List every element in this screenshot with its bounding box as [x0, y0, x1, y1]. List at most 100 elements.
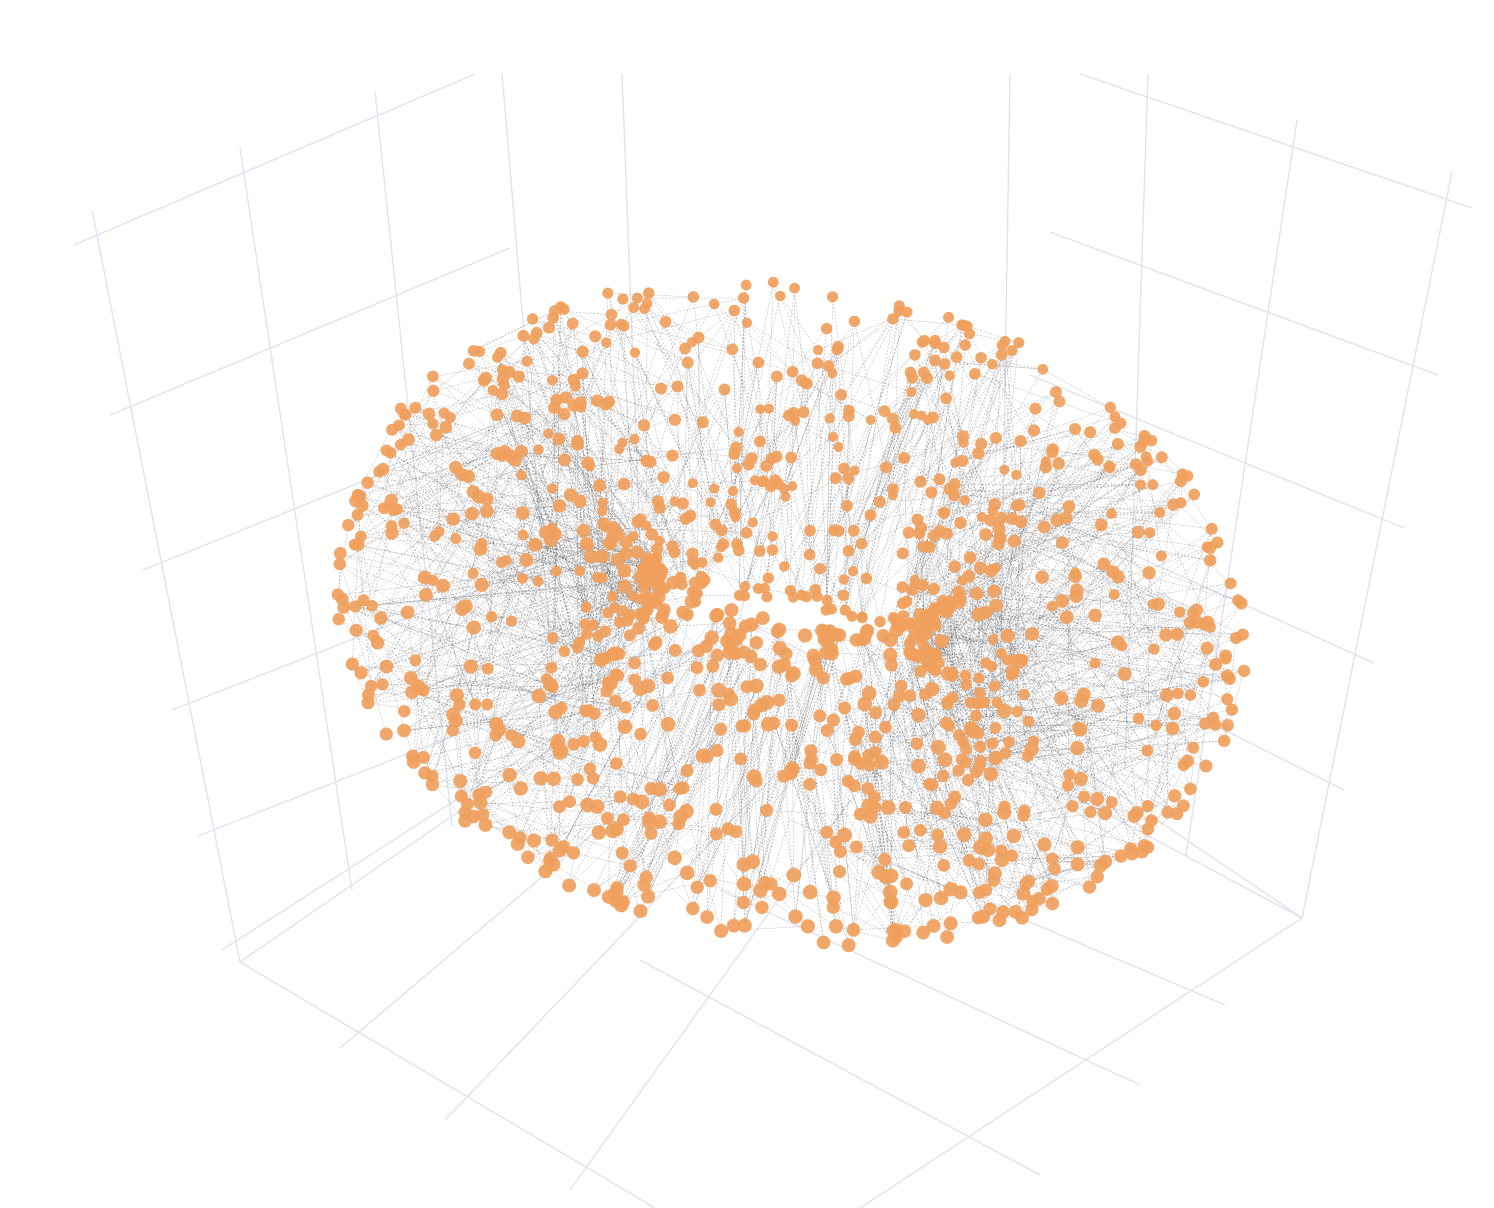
- network-node[interactable]: [752, 583, 764, 595]
- network-node[interactable]: [417, 570, 432, 585]
- network-node[interactable]: [601, 811, 614, 825]
- network-node[interactable]: [611, 553, 625, 567]
- network-node[interactable]: [726, 918, 741, 933]
- network-node[interactable]: [974, 687, 986, 699]
- network-node[interactable]: [651, 542, 664, 556]
- network-node[interactable]: [597, 517, 611, 531]
- network-node[interactable]: [1084, 806, 1097, 819]
- network-node[interactable]: [962, 569, 976, 583]
- network-node[interactable]: [709, 827, 723, 841]
- network-node[interactable]: [686, 547, 699, 560]
- network-node[interactable]: [1220, 669, 1234, 683]
- network-node[interactable]: [779, 561, 790, 572]
- network-node[interactable]: [748, 678, 764, 694]
- network-node[interactable]: [480, 504, 494, 518]
- network-node[interactable]: [916, 579, 929, 592]
- network-node[interactable]: [983, 766, 999, 782]
- network-node[interactable]: [1050, 386, 1062, 398]
- network-node[interactable]: [1011, 705, 1023, 718]
- network-node[interactable]: [628, 302, 640, 314]
- network-node[interactable]: [617, 719, 633, 735]
- network-node[interactable]: [686, 901, 700, 916]
- network-node[interactable]: [1048, 862, 1061, 875]
- network-node[interactable]: [1074, 693, 1089, 708]
- network-node[interactable]: [930, 739, 946, 755]
- network-node[interactable]: [934, 890, 949, 906]
- network-node[interactable]: [950, 351, 963, 363]
- network-node[interactable]: [880, 800, 896, 815]
- network-node[interactable]: [479, 371, 493, 385]
- network-node[interactable]: [725, 498, 738, 511]
- network-node[interactable]: [411, 679, 426, 694]
- network-node[interactable]: [984, 513, 997, 527]
- network-node[interactable]: [903, 645, 917, 659]
- network-node[interactable]: [883, 868, 899, 884]
- network-node[interactable]: [827, 291, 839, 303]
- network-node[interactable]: [800, 919, 815, 934]
- network-node[interactable]: [813, 344, 824, 356]
- network-node[interactable]: [1089, 657, 1101, 669]
- network-node[interactable]: [1025, 627, 1040, 641]
- network-node[interactable]: [546, 771, 561, 786]
- network-node[interactable]: [579, 537, 594, 551]
- network-node[interactable]: [784, 761, 800, 777]
- network-node[interactable]: [386, 423, 399, 436]
- network-node[interactable]: [933, 473, 946, 486]
- network-node[interactable]: [478, 818, 493, 832]
- network-node[interactable]: [733, 589, 745, 601]
- network-node[interactable]: [878, 853, 892, 867]
- network-node[interactable]: [651, 589, 666, 604]
- network-node[interactable]: [713, 552, 724, 563]
- network-node[interactable]: [1103, 460, 1116, 474]
- network-node[interactable]: [454, 789, 468, 803]
- network-node[interactable]: [821, 594, 833, 606]
- network-node[interactable]: [894, 679, 908, 693]
- network-node[interactable]: [992, 521, 1006, 535]
- network-node[interactable]: [988, 498, 1002, 511]
- network-node[interactable]: [914, 664, 927, 678]
- network-node[interactable]: [697, 557, 708, 568]
- network-node[interactable]: [574, 396, 587, 409]
- network-node[interactable]: [717, 538, 730, 550]
- network-node[interactable]: [463, 659, 478, 674]
- network-node[interactable]: [753, 883, 768, 898]
- network-node[interactable]: [1221, 693, 1234, 706]
- network-node[interactable]: [1235, 597, 1248, 610]
- network-node[interactable]: [734, 752, 748, 766]
- network-node[interactable]: [1006, 345, 1018, 357]
- network-node[interactable]: [355, 499, 369, 512]
- network-node[interactable]: [608, 646, 623, 661]
- network-node[interactable]: [376, 678, 389, 691]
- network-node[interactable]: [811, 357, 824, 370]
- network-node[interactable]: [379, 727, 393, 741]
- network-node[interactable]: [495, 387, 509, 401]
- network-node[interactable]: [902, 526, 915, 539]
- network-node[interactable]: [422, 407, 436, 421]
- network-node[interactable]: [361, 476, 374, 489]
- network-node[interactable]: [567, 373, 580, 387]
- network-node[interactable]: [959, 495, 971, 506]
- network-node[interactable]: [819, 645, 834, 660]
- network-node[interactable]: [679, 865, 695, 881]
- network-node[interactable]: [1037, 363, 1049, 375]
- network-node[interactable]: [727, 486, 739, 497]
- network-node[interactable]: [581, 628, 593, 640]
- network-node[interactable]: [797, 406, 810, 419]
- network-node[interactable]: [628, 656, 641, 670]
- network-node[interactable]: [548, 704, 563, 720]
- network-node[interactable]: [993, 531, 1007, 545]
- network-node[interactable]: [644, 826, 658, 840]
- network-node[interactable]: [351, 537, 365, 552]
- network-node[interactable]: [914, 475, 927, 488]
- network-node[interactable]: [754, 697, 770, 713]
- network-node[interactable]: [1134, 440, 1147, 453]
- network-node[interactable]: [956, 454, 969, 467]
- network-node[interactable]: [988, 750, 1004, 766]
- network-node[interactable]: [975, 437, 988, 450]
- network-node[interactable]: [349, 600, 362, 613]
- network-node[interactable]: [543, 677, 558, 693]
- network-node[interactable]: [469, 698, 482, 711]
- network-node[interactable]: [580, 797, 595, 813]
- network-node[interactable]: [959, 339, 971, 351]
- network-node[interactable]: [1011, 469, 1022, 480]
